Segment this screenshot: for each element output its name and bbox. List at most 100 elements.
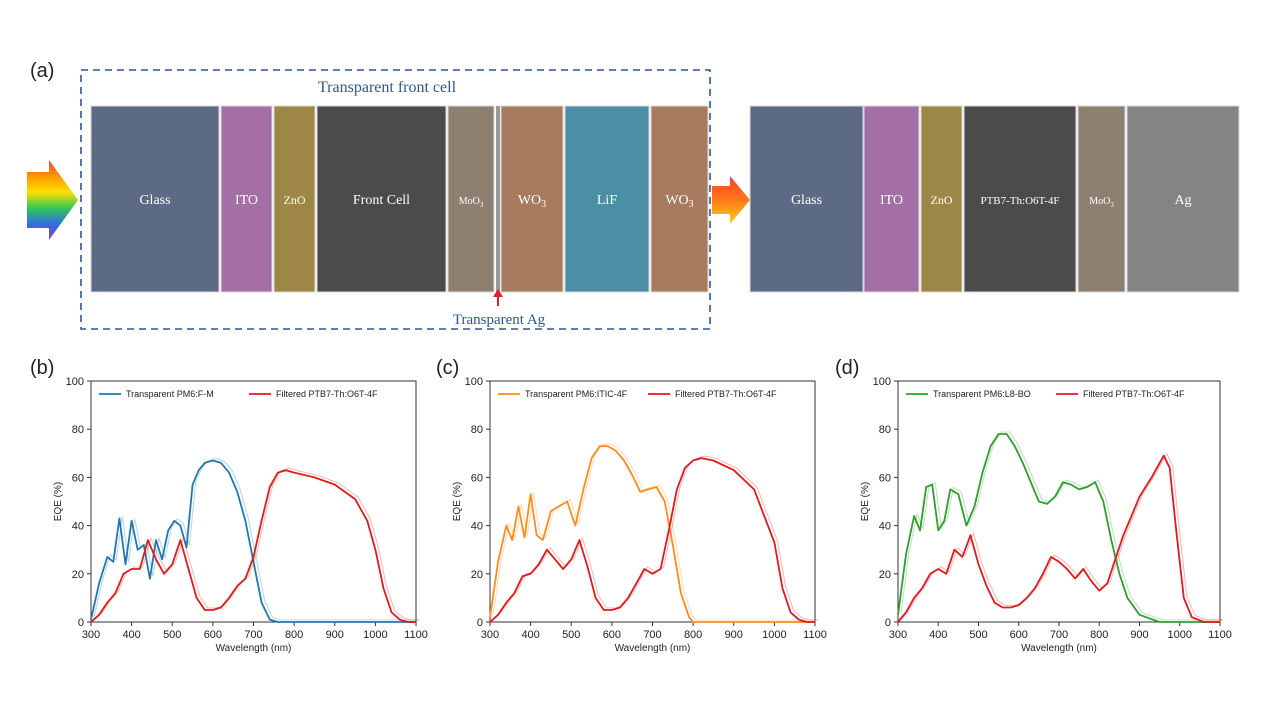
series-line-filtered	[897, 454, 1220, 623]
y-tick-label: 40	[879, 521, 891, 533]
front-layer-front-cell: Front Cell	[316, 105, 447, 293]
panel-label-d: (d)	[835, 357, 859, 379]
y-axis-title: EQE (%)	[53, 482, 64, 521]
incident-light-arrow-icon	[27, 160, 78, 240]
eqe-chart-d: 300 400 500 600 700 800 900 1000 1100 0 20 40 60 80 10…	[860, 376, 1232, 654]
front-layer-label: MoO3	[459, 196, 484, 209]
x-tick-label: 1000	[762, 629, 786, 641]
back-layer-label: ZnO	[931, 193, 953, 207]
x-tick-label: 300	[481, 629, 499, 641]
back-layer-ptb7-th-o6t-4f: PTB7-Th:O6T-4F	[963, 105, 1077, 293]
x-tick-label: 700	[244, 629, 262, 641]
transparent-ag-layer	[496, 106, 500, 292]
x-axis-title: Wavelength (nm)	[615, 643, 691, 654]
series-shadow-line	[492, 443, 818, 621]
y-tick-label: 20	[879, 569, 891, 581]
plot-frame	[897, 380, 1221, 623]
front-layer-label: ZnO	[284, 193, 306, 207]
series-line-filtered	[489, 457, 815, 623]
y-tick-label: 0	[477, 617, 483, 629]
x-tick-label: 1100	[404, 629, 428, 641]
x-tick-label: 800	[285, 629, 303, 641]
front-layer-label: LiF	[597, 193, 617, 208]
front-layer-label: Glass	[139, 193, 170, 208]
legend-entry: Filtered PTB7-Th:O6T-4F	[1056, 389, 1185, 399]
x-tick-label: 1100	[1208, 629, 1232, 641]
front-layer-moo3: MoO3	[447, 105, 495, 293]
x-tick-label: 300	[889, 629, 907, 641]
back-cell-layer-stack: Glass ITO ZnO PTB7-Th:O6T-4F MoO3 Ag	[749, 105, 1240, 293]
transparent-ag-label: Transparent Ag	[453, 312, 546, 328]
eqe-chart-b: 300 400 500 600 700 800 900 1000 1100 0 20 40 60 80 10…	[53, 376, 428, 654]
legend-entry: Transparent PM6:ITIC-4F	[498, 389, 628, 399]
panel-label-a: (a)	[30, 60, 54, 82]
y-tick-label: 80	[72, 424, 84, 436]
y-tick-label: 80	[879, 424, 891, 436]
legend-entry: Transparent PM6:F-M	[99, 389, 214, 399]
front-cell-title: Transparent front cell	[318, 79, 457, 96]
panel-label-c: (c)	[436, 357, 459, 379]
back-layer-ag: Ag	[1126, 105, 1240, 293]
x-tick-label: 700	[643, 629, 661, 641]
y-tick-label: 60	[72, 472, 84, 484]
legend-label: Transparent PM6:L8-BO	[933, 389, 1031, 399]
back-layer-ito: ITO	[863, 105, 920, 293]
device-diagram: Transparent front cell Transparent Ag Gl…	[27, 69, 1240, 330]
front-layer-label: Front Cell	[353, 193, 410, 208]
back-layer-label: ITO	[880, 193, 903, 208]
panel-label-b: (b)	[30, 357, 54, 379]
x-tick-label: 600	[1010, 629, 1028, 641]
x-tick-label: 1000	[363, 629, 387, 641]
legend-label: Transparent PM6:F-M	[126, 389, 214, 399]
y-tick-label: 80	[471, 424, 483, 436]
front-layer-wo3: WO3	[650, 105, 709, 293]
back-layer-glass: Glass	[749, 105, 864, 293]
legend-label: Filtered PTB7-Th:O6T-4F	[276, 389, 378, 399]
x-tick-label: 300	[82, 629, 100, 641]
legend-entry: Filtered PTB7-Th:O6T-4F	[249, 389, 378, 399]
x-tick-label: 1000	[1168, 629, 1192, 641]
y-tick-label: 40	[72, 521, 84, 533]
y-tick-label: 100	[465, 376, 483, 388]
series-line-filtered	[90, 469, 416, 623]
x-tick-label: 400	[929, 629, 947, 641]
y-axis-title: EQE (%)	[860, 482, 871, 521]
x-axis-title: Wavelength (nm)	[1021, 643, 1097, 654]
back-layer-label: PTB7-Th:O6T-4F	[980, 195, 1059, 207]
front-layer-zno: ZnO	[273, 105, 316, 293]
x-tick-label: 500	[562, 629, 580, 641]
x-tick-label: 500	[969, 629, 987, 641]
ag-pointer-arrow-icon	[493, 289, 503, 306]
x-tick-label: 800	[1090, 629, 1108, 641]
plot-frame	[90, 380, 417, 623]
series-line-transparent	[897, 433, 1220, 623]
plot-frame	[489, 380, 816, 623]
x-tick-label: 700	[1050, 629, 1068, 641]
y-tick-label: 100	[66, 376, 84, 388]
series-shadow-line	[492, 455, 818, 621]
x-tick-label: 900	[1130, 629, 1148, 641]
y-tick-label: 40	[471, 521, 483, 533]
y-tick-label: 0	[885, 617, 891, 629]
front-layer-lif: LiF	[564, 105, 650, 293]
back-layer-label: Ag	[1174, 193, 1191, 208]
x-tick-label: 900	[725, 629, 743, 641]
front-layer-ito: ITO	[220, 105, 273, 293]
front-layer-label: WO3	[665, 193, 693, 210]
x-tick-label: 600	[204, 629, 222, 641]
front-cell-dashed-box	[80, 69, 711, 330]
back-layer-label: MoO3	[1089, 196, 1114, 209]
eqe-chart-c: 300 400 500 600 700 800 900 1000 1100 0 20 40 60 80 10…	[452, 376, 827, 654]
y-tick-label: 0	[78, 617, 84, 629]
y-tick-label: 60	[879, 472, 891, 484]
y-tick-label: 100	[873, 376, 891, 388]
front-layer-wo3: WO3	[500, 105, 564, 293]
x-tick-label: 400	[122, 629, 140, 641]
back-layer-moo3: MoO3	[1077, 105, 1126, 293]
legend-entry: Transparent PM6:L8-BO	[906, 389, 1031, 399]
front-cell-layer-stack: Glass ITO ZnO Front Cell MoO3 WO3 LiF WO3	[90, 105, 709, 293]
y-tick-label: 20	[72, 569, 84, 581]
back-layer-zno: ZnO	[920, 105, 963, 293]
series-line-transparent	[90, 459, 416, 623]
